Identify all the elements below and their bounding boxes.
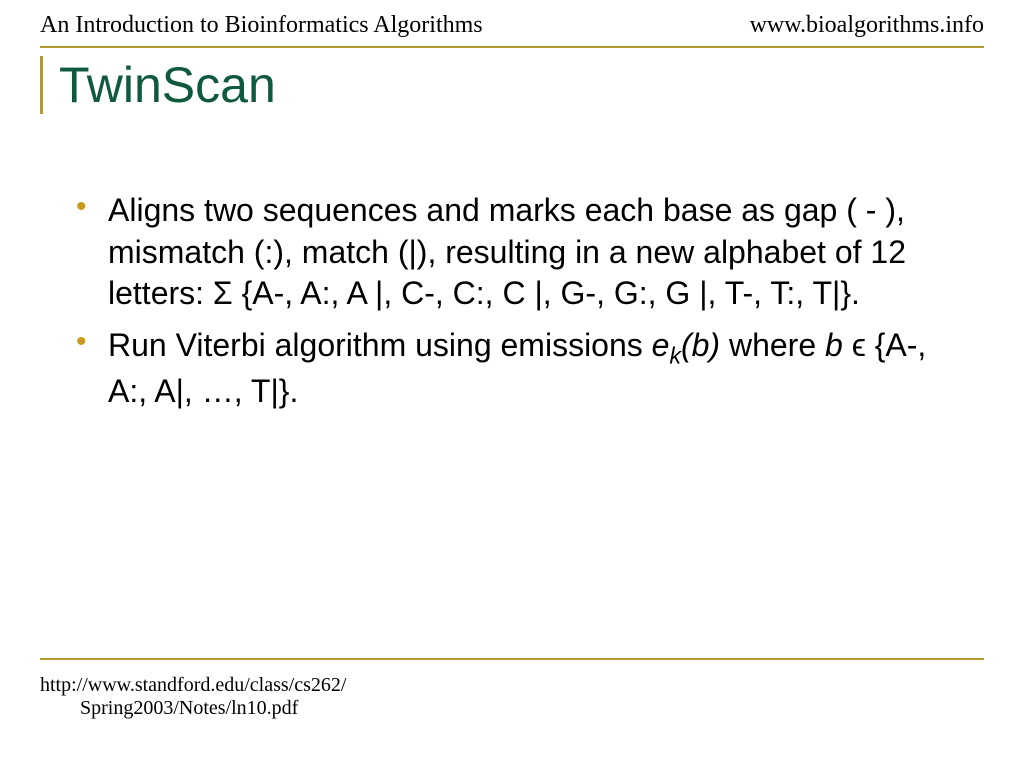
bullet-list: Aligns two sequences and marks each base… [70,190,964,413]
bullet-item: Aligns two sequences and marks each base… [70,190,964,315]
bullet-item: Run Viterbi algorithm using emissions ek… [70,325,964,413]
slide-title: TwinScan [59,56,984,114]
header-left-text: An Introduction to Bioinformatics Algori… [40,12,483,39]
horizontal-rule-bottom [40,658,984,660]
slide: An Introduction to Bioinformatics Algori… [0,0,1024,768]
title-accent-bar: TwinScan [40,56,984,114]
bullet-text: Aligns two sequences and marks each base… [108,192,906,311]
bullet-text: Run Viterbi algorithm using emissions ek… [108,327,926,409]
footer-line-2: Spring2003/Notes/ln10.pdf [40,697,346,720]
horizontal-rule-top [40,46,984,48]
slide-body: Aligns two sequences and marks each base… [70,190,964,423]
slide-header: An Introduction to Bioinformatics Algori… [40,12,984,39]
header-right-text: www.bioalgorithms.info [750,12,984,39]
slide-footer: http://www.standford.edu/class/cs262/ Sp… [40,674,346,720]
footer-line-1: http://www.standford.edu/class/cs262/ [40,674,346,697]
